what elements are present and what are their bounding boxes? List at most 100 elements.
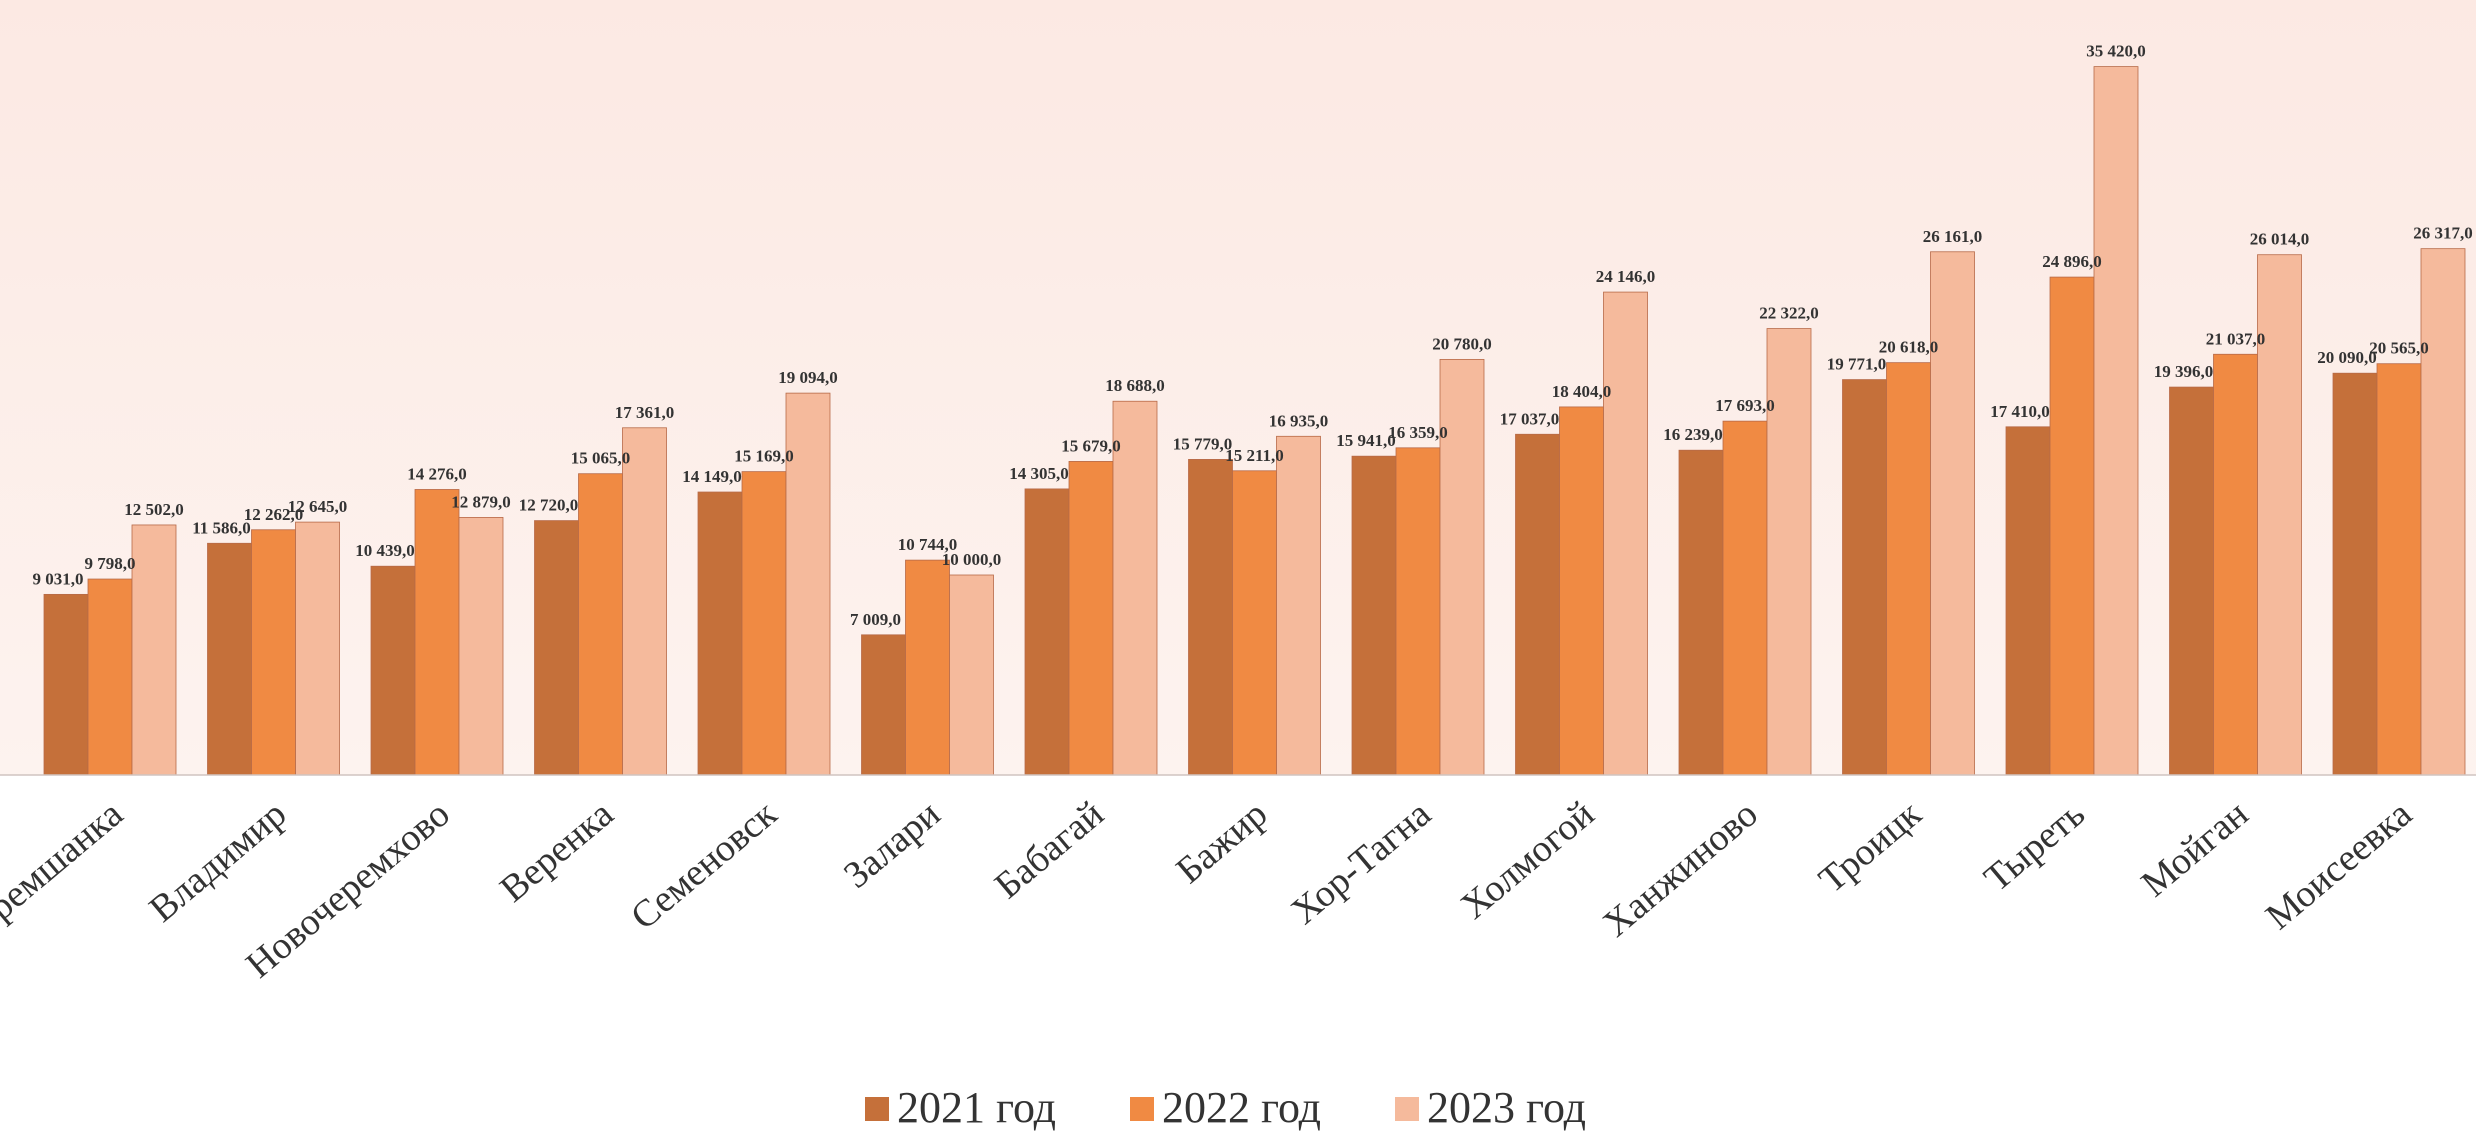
data-label: 24 896,0 bbox=[2042, 252, 2102, 271]
category-label: Тыреть bbox=[1976, 793, 2092, 900]
bar-2-11 bbox=[1722, 420, 1768, 776]
bar-2-7 bbox=[1068, 461, 1114, 776]
legend-label: 2022 год bbox=[1162, 1083, 1321, 1132]
legend: 2021 год 2022 год 2023 год bbox=[865, 1083, 1586, 1132]
bar-3-13 bbox=[2093, 66, 2139, 776]
bar-1-5 bbox=[697, 491, 743, 776]
data-label: 19 396,0 bbox=[2154, 362, 2214, 381]
bar-2-1 bbox=[87, 578, 133, 776]
category-label: Веренка bbox=[492, 793, 621, 911]
bar-2-12 bbox=[1886, 362, 1931, 776]
legend-swatch bbox=[865, 1097, 889, 1121]
bar-3-15 bbox=[2420, 248, 2466, 776]
category-label: Черемшанка bbox=[0, 793, 131, 956]
bar-3-12 bbox=[1930, 251, 1975, 776]
bar-2-4 bbox=[578, 473, 623, 776]
data-label: 10 439,0 bbox=[355, 541, 415, 560]
bar-2-3 bbox=[414, 489, 460, 776]
data-label: 14 276,0 bbox=[407, 464, 467, 483]
data-label: 20 090,0 bbox=[2317, 348, 2377, 367]
bar-3-6 bbox=[949, 574, 994, 776]
data-label: 35 420,0 bbox=[2086, 42, 2146, 61]
data-label: 26 317,0 bbox=[2413, 224, 2473, 243]
data-label: 20 565,0 bbox=[2369, 339, 2429, 358]
data-label: 21 037,0 bbox=[2206, 329, 2266, 348]
bar-1-4 bbox=[534, 520, 579, 776]
data-label: 10 744,0 bbox=[898, 535, 958, 554]
bar-3-9 bbox=[1439, 358, 1485, 776]
bar-1-12 bbox=[1842, 379, 1887, 776]
bars-layer bbox=[43, 66, 2466, 776]
bar-1-9 bbox=[1351, 455, 1397, 776]
data-label: 16 935,0 bbox=[1269, 411, 1329, 430]
category-label: Холмогой bbox=[1453, 793, 1602, 928]
category-label: Мойган bbox=[2134, 793, 2257, 906]
bar-2-13 bbox=[2049, 276, 2095, 776]
data-label: 14 149,0 bbox=[682, 467, 742, 486]
data-label: 20 618,0 bbox=[1879, 338, 1939, 357]
category-label: Хор-Тагна bbox=[1283, 793, 1439, 933]
category-label: Бабагай bbox=[987, 793, 1112, 907]
data-labels-layer: 9 031,09 798,012 502,011 586,012 262,012… bbox=[33, 42, 2473, 629]
legend-label: 2023 год bbox=[1427, 1083, 1586, 1132]
category-label: Моисеевка bbox=[2258, 793, 2420, 938]
category-label: Бажир bbox=[1168, 793, 1275, 892]
data-label: 16 359,0 bbox=[1388, 423, 1448, 442]
data-label: 16 239,0 bbox=[1663, 425, 1723, 444]
bar-2-2 bbox=[251, 529, 296, 776]
data-label: 7 009,0 bbox=[850, 610, 901, 629]
bar-1-6 bbox=[861, 634, 906, 776]
bar-3-2 bbox=[295, 521, 340, 776]
bar-1-2 bbox=[207, 542, 252, 776]
legend-swatch bbox=[1130, 1097, 1154, 1121]
data-label: 15 679,0 bbox=[1061, 436, 1121, 455]
data-label: 12 720,0 bbox=[519, 496, 579, 515]
bar-3-7 bbox=[1112, 400, 1158, 776]
bar-3-11 bbox=[1766, 328, 1812, 776]
data-label: 22 322,0 bbox=[1759, 304, 1819, 323]
bar-2-9 bbox=[1395, 447, 1441, 776]
bar-1-15 bbox=[2332, 372, 2378, 776]
data-label: 10 000,0 bbox=[942, 550, 1002, 569]
bar-2-8 bbox=[1232, 470, 1277, 776]
data-label: 15 941,0 bbox=[1336, 431, 1396, 450]
data-label: 12 502,0 bbox=[124, 500, 184, 519]
bar-3-8 bbox=[1276, 435, 1321, 776]
data-label: 12 879,0 bbox=[451, 492, 511, 511]
bar-3-5 bbox=[785, 392, 831, 776]
bar-2-10 bbox=[1559, 406, 1604, 776]
data-label: 9 031,0 bbox=[33, 569, 84, 588]
bar-1-8 bbox=[1188, 459, 1233, 776]
data-label: 17 361,0 bbox=[615, 403, 675, 422]
data-label: 17 410,0 bbox=[1990, 402, 2050, 421]
data-label: 19 771,0 bbox=[1827, 355, 1887, 374]
category-label: Залари bbox=[836, 793, 948, 897]
category-label: Владимир bbox=[141, 793, 294, 931]
category-label: Ханжиново bbox=[1595, 793, 1765, 946]
data-label: 12 262,0 bbox=[244, 505, 304, 524]
data-label: 11 586,0 bbox=[192, 518, 251, 537]
bar-1-1 bbox=[43, 593, 89, 776]
data-label: 26 014,0 bbox=[2250, 230, 2310, 249]
data-label: 15 065,0 bbox=[571, 449, 631, 468]
bar-1-7 bbox=[1024, 488, 1070, 776]
bar-2-15 bbox=[2376, 363, 2422, 776]
data-label: 15 779,0 bbox=[1173, 434, 1233, 453]
bar-2-5 bbox=[741, 471, 787, 776]
bar-1-11 bbox=[1678, 449, 1724, 776]
bar-3-10 bbox=[1603, 291, 1648, 776]
bar-3-3 bbox=[458, 517, 504, 776]
data-label: 15 211,0 bbox=[1225, 446, 1284, 465]
bar-2-6 bbox=[905, 559, 950, 776]
data-label: 18 688,0 bbox=[1105, 376, 1165, 395]
bar-1-10 bbox=[1515, 433, 1560, 776]
bar-3-4 bbox=[622, 427, 667, 776]
data-label: 15 169,0 bbox=[734, 447, 794, 466]
bar-3-1 bbox=[131, 524, 177, 776]
legend-swatch bbox=[1395, 1097, 1419, 1121]
bar-2-14 bbox=[2213, 353, 2258, 776]
data-label: 18 404,0 bbox=[1552, 382, 1612, 401]
category-label: Троицк bbox=[1811, 792, 1929, 901]
